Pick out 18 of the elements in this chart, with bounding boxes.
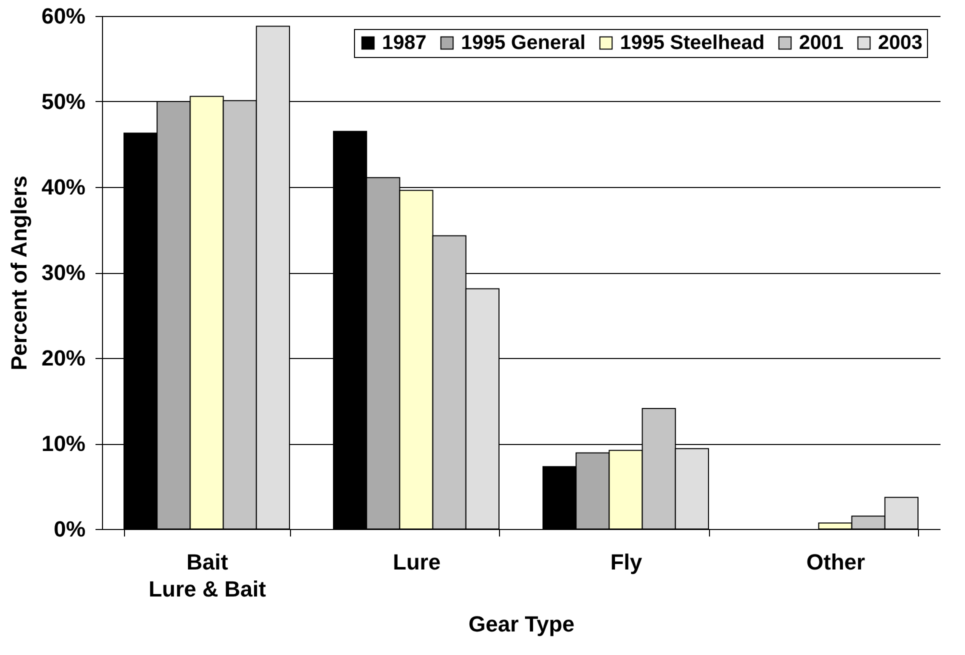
y-tick-label: 20% (41, 346, 86, 370)
x-tick-label: Fly (610, 550, 643, 574)
y-tick-label: 60% (41, 4, 86, 28)
legend-label: 1995 Steelhead (620, 32, 765, 54)
legend-label: 2003 (878, 32, 922, 54)
y-axis-title: Percent of Anglers (6, 176, 32, 370)
legend-label: 2001 (799, 32, 844, 54)
legend-label: 1987 (382, 32, 426, 54)
y-tick-label: 50% (41, 89, 86, 114)
legend-label: 1995 General (461, 32, 586, 54)
x-axis-title: Gear Type (468, 612, 574, 636)
x-tick-label: Other (806, 550, 866, 574)
x-tick-label: Bait Lure & Bait (148, 550, 267, 602)
y-tick-label: 40% (41, 174, 86, 200)
x-tick-label: Lure (392, 550, 441, 574)
y-tick-label: 0% (54, 516, 86, 542)
y-tick-label: 10% (41, 431, 86, 456)
y-tick-label: 30% (41, 260, 86, 285)
